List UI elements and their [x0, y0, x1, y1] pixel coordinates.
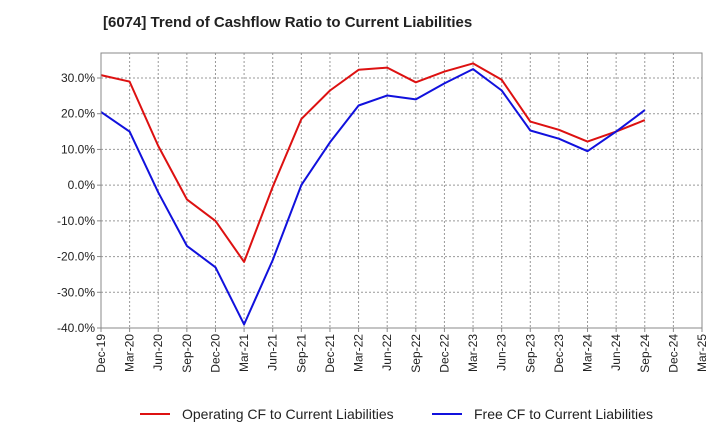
y-tick-label: -10.0% — [57, 214, 95, 228]
x-tick-label: Dec-24 — [666, 334, 680, 373]
x-tick-label: Sep-22 — [409, 334, 423, 373]
x-tick-label: Dec-22 — [437, 334, 451, 373]
x-tick-label: Sep-23 — [523, 334, 537, 373]
y-tick-label: 10.0% — [61, 142, 95, 156]
y-axis-ticks: 30.0% 20.0% 10.0% 0.0% -10.0% -20.0% -30.0% -40… — [57, 71, 101, 335]
grid-lines — [100, 53, 703, 329]
x-tick-label: Jun-23 — [495, 334, 509, 371]
y-tick-label: -20.0% — [57, 250, 95, 264]
x-tick-label: Dec-21 — [323, 334, 337, 373]
data-series — [100, 62, 646, 326]
x-tick-label: Sep-24 — [638, 334, 652, 373]
legend-label: Free CF to Current Liabilities — [474, 406, 653, 422]
x-tick-label: Dec-19 — [94, 334, 108, 373]
y-tick-label: 0.0% — [68, 178, 96, 192]
plot-area-frame — [100, 52, 703, 329]
y-tick-label: -40.0% — [57, 321, 95, 335]
x-tick-label: Jun-20 — [151, 334, 165, 371]
x-tick-label: Sep-20 — [180, 334, 194, 373]
x-axis-ticks: Dec-19 Mar-20 Jun-20 Sep-20 Dec-20 Mar-21 Jun-… — [94, 328, 709, 373]
x-tick-label: Mar-23 — [466, 334, 480, 372]
legend-label: Operating CF to Current Liabilities — [182, 406, 394, 422]
x-tick-label: Mar-24 — [581, 334, 595, 372]
series-line-operating-cf — [100, 62, 646, 263]
y-tick-label: 30.0% — [61, 71, 95, 85]
series-line-free-cf — [100, 68, 646, 326]
x-tick-label: Jun-22 — [380, 334, 394, 371]
chart-title: [6074] Trend of Cashflow Ratio to Curren… — [103, 14, 473, 31]
x-tick-label: Jun-21 — [266, 334, 280, 371]
x-tick-label: Mar-25 — [695, 334, 709, 372]
x-tick-label: Dec-23 — [552, 334, 566, 373]
x-tick-label: Mar-21 — [237, 334, 251, 372]
x-tick-label: Mar-22 — [352, 334, 366, 372]
x-tick-label: Jun-24 — [609, 334, 623, 371]
x-tick-label: Sep-21 — [294, 334, 308, 373]
x-tick-label: Dec-20 — [208, 334, 222, 373]
legend: Operating CF to Current Liabilities Free … — [140, 406, 653, 422]
y-tick-label: 20.0% — [61, 107, 95, 121]
y-tick-label: -30.0% — [57, 285, 95, 299]
x-tick-label: Mar-20 — [123, 334, 137, 372]
